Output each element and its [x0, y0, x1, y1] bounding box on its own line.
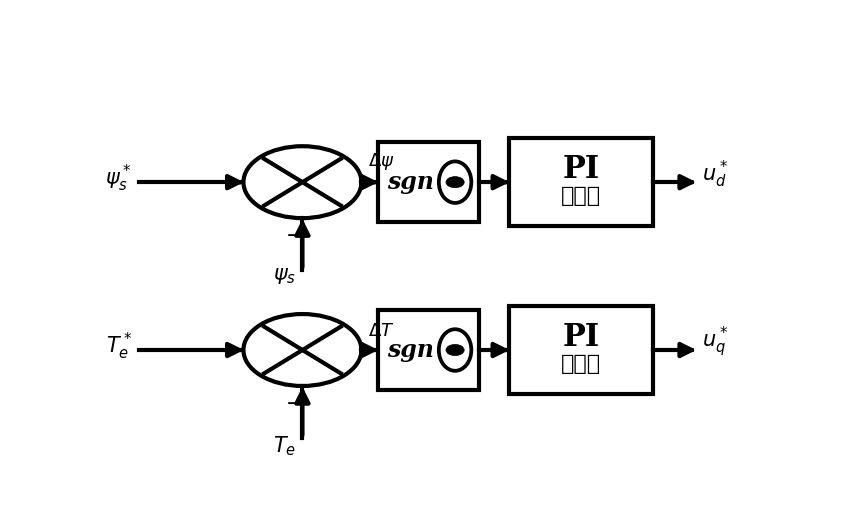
- Text: $T_e$: $T_e$: [272, 434, 296, 458]
- Text: $T_e^*$: $T_e^*$: [106, 331, 132, 362]
- Text: $\psi_s$: $\psi_s$: [272, 266, 296, 286]
- Bar: [378, 310, 480, 390]
- Text: $u_d^*$: $u_d^*$: [702, 159, 728, 190]
- Text: PI: PI: [563, 154, 600, 185]
- Text: $\Delta\psi$: $\Delta\psi$: [368, 151, 394, 172]
- Bar: [509, 138, 653, 226]
- Bar: [378, 142, 480, 222]
- Text: 调节器: 调节器: [561, 186, 602, 206]
- Text: sgn: sgn: [387, 338, 434, 362]
- Text: $u_q^*$: $u_q^*$: [702, 325, 728, 359]
- Text: $\psi_s^*$: $\psi_s^*$: [106, 162, 132, 194]
- Bar: [509, 306, 653, 394]
- Text: 调节器: 调节器: [561, 354, 602, 374]
- Text: sgn: sgn: [387, 170, 434, 194]
- Circle shape: [446, 176, 464, 188]
- Circle shape: [446, 345, 464, 356]
- Text: $-$: $-$: [285, 224, 302, 244]
- Text: $-$: $-$: [285, 392, 302, 412]
- Text: PI: PI: [563, 322, 600, 353]
- Text: $\Delta T$: $\Delta T$: [368, 322, 394, 340]
